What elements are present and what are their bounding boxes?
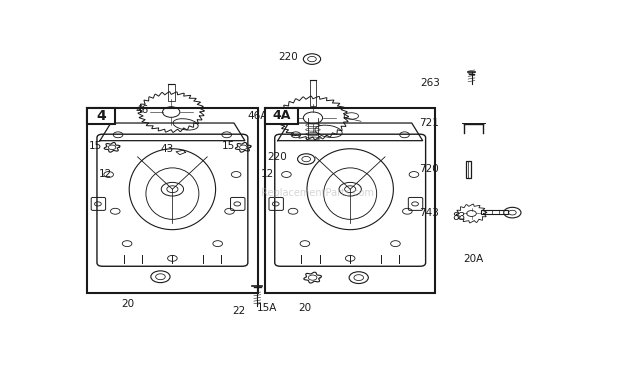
Text: 15: 15 bbox=[89, 141, 102, 151]
Text: 15: 15 bbox=[222, 141, 235, 151]
Text: 721: 721 bbox=[419, 118, 439, 128]
Text: 263: 263 bbox=[420, 78, 440, 87]
Text: 4: 4 bbox=[96, 109, 106, 123]
Text: 43: 43 bbox=[161, 144, 174, 154]
Text: 12: 12 bbox=[99, 169, 112, 180]
Text: 12: 12 bbox=[261, 169, 275, 180]
Text: ReplacementParts.com: ReplacementParts.com bbox=[261, 188, 374, 198]
Text: 720: 720 bbox=[419, 164, 439, 174]
Bar bbox=[265, 108, 435, 293]
Text: 46A: 46A bbox=[247, 111, 268, 121]
Bar bbox=[265, 108, 298, 124]
Text: 22: 22 bbox=[232, 306, 246, 316]
Text: 20A: 20A bbox=[463, 254, 484, 264]
Bar bbox=[481, 210, 508, 214]
Text: 46: 46 bbox=[135, 105, 149, 115]
Text: 4A: 4A bbox=[272, 109, 290, 122]
Bar bbox=[87, 108, 115, 124]
Text: 220: 220 bbox=[278, 52, 298, 62]
Text: 20: 20 bbox=[121, 299, 134, 309]
Text: 83: 83 bbox=[453, 212, 466, 222]
Text: 220: 220 bbox=[268, 152, 288, 162]
Text: 15A: 15A bbox=[257, 303, 277, 313]
Bar bbox=[87, 108, 258, 293]
Text: 743: 743 bbox=[419, 208, 439, 218]
Text: 20: 20 bbox=[298, 303, 311, 313]
Bar bbox=[466, 160, 471, 178]
